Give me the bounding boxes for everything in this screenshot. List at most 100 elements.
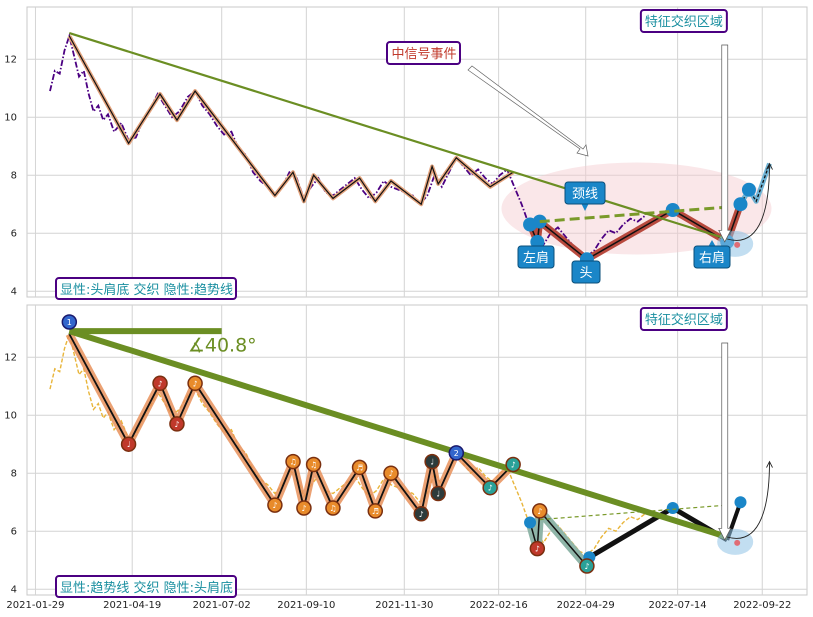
bottom-projection-curve [727,461,770,539]
zigzag-marker-glyph: ♪ [419,510,424,519]
x-tick-label: 2021-11-30 [375,600,433,611]
top-zigzag-line [68,35,514,206]
bottom-projection-arrowhead [766,460,773,468]
top-panel-label-box [55,277,237,300]
top-y-tick-label: 6 [11,229,17,240]
neckline-label: 颈线 [572,187,598,202]
pattern-glyph-text: ♪ [584,562,589,571]
zigzag-marker-glyph: ♩ [127,440,131,449]
x-tick-label: 2022-04-29 [557,600,615,611]
bottom-pattern-marker [734,496,747,509]
top-feature-zone-box [639,9,728,33]
zigzag-marker-glyph: ♬ [372,507,379,516]
bottom-y-tick-label: 4 [11,585,17,596]
breakout-point-marker [741,182,756,197]
head-label-box [571,260,601,284]
zigzag-marker-glyph: ♪ [174,420,179,429]
mid-signal-box [386,41,461,65]
bottom-y-tick-label: 12 [4,353,17,364]
pattern-glyph-text: ♪ [535,545,540,554]
top-feature-zone-label: 特征交织区域 [645,14,723,30]
bottom-neckline [539,504,728,521]
x-tick-label: 2022-07-14 [649,600,707,611]
pattern-point-marker [733,197,748,212]
bottom-plot-frame [26,304,808,596]
neckline-label-box [564,181,606,205]
zigzag-marker-glyph: ♪ [193,379,198,388]
right-shoulder-label: 右肩 [699,250,725,266]
zigzag-marker-glyph: ♪ [511,461,516,470]
x-tick-label: 2021-04-19 [103,600,161,611]
top-y-tick-label: 4 [11,287,17,298]
head-label: 头 [579,266,592,281]
zigzag-point-marker [367,503,384,519]
pattern-glyph-marker [531,503,548,519]
zigzag-point-marker [61,314,78,330]
zigzag-point-marker [267,497,283,513]
zigzag-point-marker [120,436,137,452]
zigzag-point-marker [448,445,465,461]
left-shoulder-label-pointer [532,240,540,247]
zigzag-point-marker [152,375,168,392]
head-label-pointer [582,255,590,262]
zigzag-marker-glyph: ♪ [157,379,162,388]
top-trendline [68,32,728,241]
top-y-tick-label: 8 [11,171,17,182]
x-axis: 2021-01-29 2021-04-19 2021-07-02 2021-09-10… [6,600,791,611]
zigzag-point-marker [424,453,440,470]
x-tick-label: 2022-02-16 [470,600,528,611]
zigzag-point-marker [285,453,301,470]
zigzag-marker-glyph: ♩ [436,490,440,499]
left-shoulder-label: 左肩 [523,250,549,266]
bottom-pattern-marker [666,502,679,514]
right-shoulder-label-pointer [708,240,716,247]
top-y-tick-label: 12 [4,55,17,66]
bottom-feature-zone-box [639,307,728,331]
zigzag-point-marker [325,500,341,516]
zigzag-marker-glyph: ♩ [430,458,434,467]
pattern-glyph-marker [529,540,546,557]
zigzag-point-marker [383,465,399,481]
bottom-y-tick-label: 6 [11,527,17,538]
top-neckline [539,205,728,224]
left-shoulder-label-box [517,245,555,269]
bottom-feature-zone-arrow [718,342,732,541]
angle-label: ∡40.8° [188,334,257,356]
zigzag-point-marker [187,375,203,392]
zigzag-marker-glyph: ♪ [488,484,493,493]
top-feature-zone-arrow [718,44,732,243]
pattern-point-marker [665,203,680,217]
neckline-label-pointer [581,203,589,211]
x-tick-label: 2021-09-10 [277,600,335,611]
top-projection-curve [727,163,770,241]
top-panel-label: 显性:头肩底 交织 隐性:趋势线 [60,282,233,298]
bottom-panel: 4 6 8 10 12 ∡40.8° 1 ♩ ♪ ♪ ♪ ♪ ♫ ♪ ♫ ♫ ♬ ♬ ♪ ♪ ♩ ♩ 2 ♪ ♪ ♪ ♪ ♪ 特征交织区… [4,304,808,598]
zigzag-point-marker [482,479,498,496]
bottom-y-tick-label: 8 [11,469,17,480]
x-tick-label: 2021-07-02 [193,600,251,611]
zigzag-marker-glyph: ♬ [356,463,363,472]
zigzag-point-marker [430,485,446,502]
zigzag-marker-glyph: ♫ [310,461,317,470]
top-y-tick-label: 10 [4,113,17,124]
x-tick-label: 2022-09-22 [733,600,791,611]
zigzag-point-marker [505,456,521,473]
zigzag-point-marker [169,416,185,432]
bottom-panel-label-box [55,575,237,598]
top-projection-arrowhead [766,162,773,170]
bottom-y-tick-label: 10 [4,411,17,422]
zigzag-marker-glyph: ♫ [329,504,336,513]
bottom-panel-label: 显性:趋势线 交织 隐性:头肩底 [60,580,233,596]
zigzag-marker-glyph: 1 [67,318,72,327]
bottom-right-shoulder-dot [734,539,741,546]
zigzag-marker-glyph: ♪ [272,501,277,510]
pattern-glyph-text: ♪ [537,507,542,516]
zigzag-point-marker [305,456,322,473]
pattern-glyph-marker [579,558,595,574]
top-right-shoulder-dot [734,241,741,248]
zigzag-marker-glyph: ♫ [289,458,296,467]
bottom-feature-zone-label: 特征交织区域 [645,312,723,328]
x-tick-label: 2021-01-29 [6,600,64,611]
